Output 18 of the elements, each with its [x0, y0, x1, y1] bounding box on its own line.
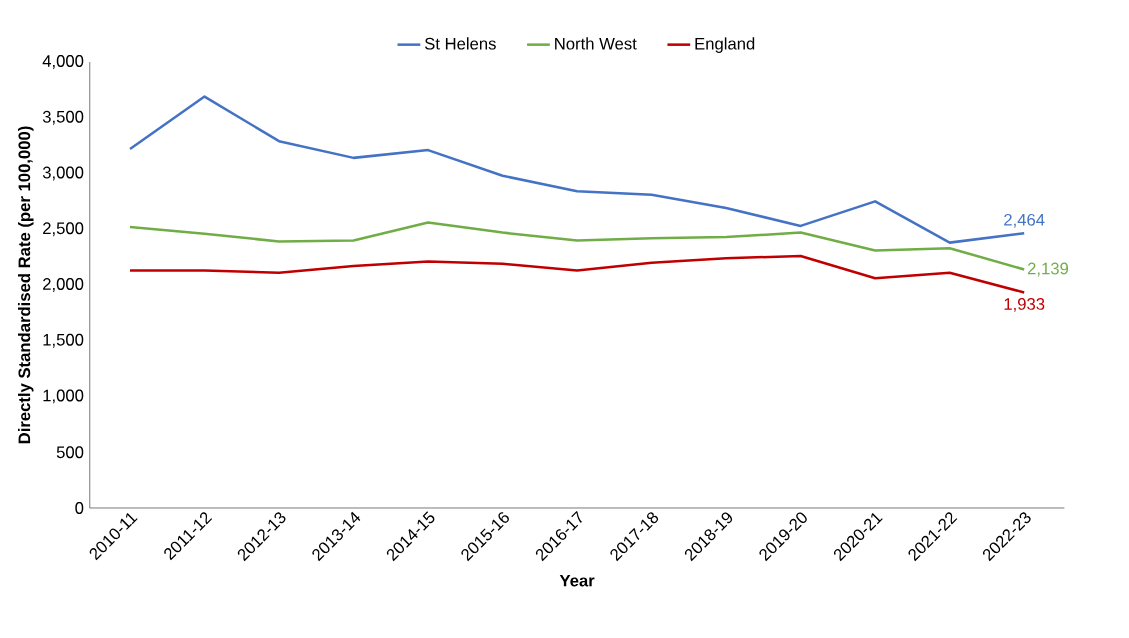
y-tick-label: 0	[75, 502, 84, 514]
y-tick-label: 4,000	[42, 55, 84, 69]
y-tick-label: 2,500	[43, 222, 84, 237]
y-tick-label: 500	[56, 446, 84, 459]
x-axis-title: Year	[559, 574, 595, 587]
y-tick-label: 3,000	[42, 166, 84, 181]
legend-label: England	[695, 37, 755, 53]
y-tick-label: 3,500	[42, 110, 84, 125]
line-series	[128, 254, 1026, 294]
y-tick-label: 1,500	[43, 333, 84, 348]
y-tick-label: 2,000	[43, 278, 84, 292]
data-label: 2,139	[1027, 262, 1069, 277]
legend-label: North West	[555, 37, 637, 50]
data-label: 2,464	[1004, 213, 1045, 228]
legend-label: St Helens	[424, 37, 496, 50]
data-label: 1,933	[1004, 298, 1045, 312]
y-tick-label: 1,000	[43, 389, 84, 404]
y-axis-title: Directly Standardised Rate (per 100,000)	[17, 126, 34, 444]
